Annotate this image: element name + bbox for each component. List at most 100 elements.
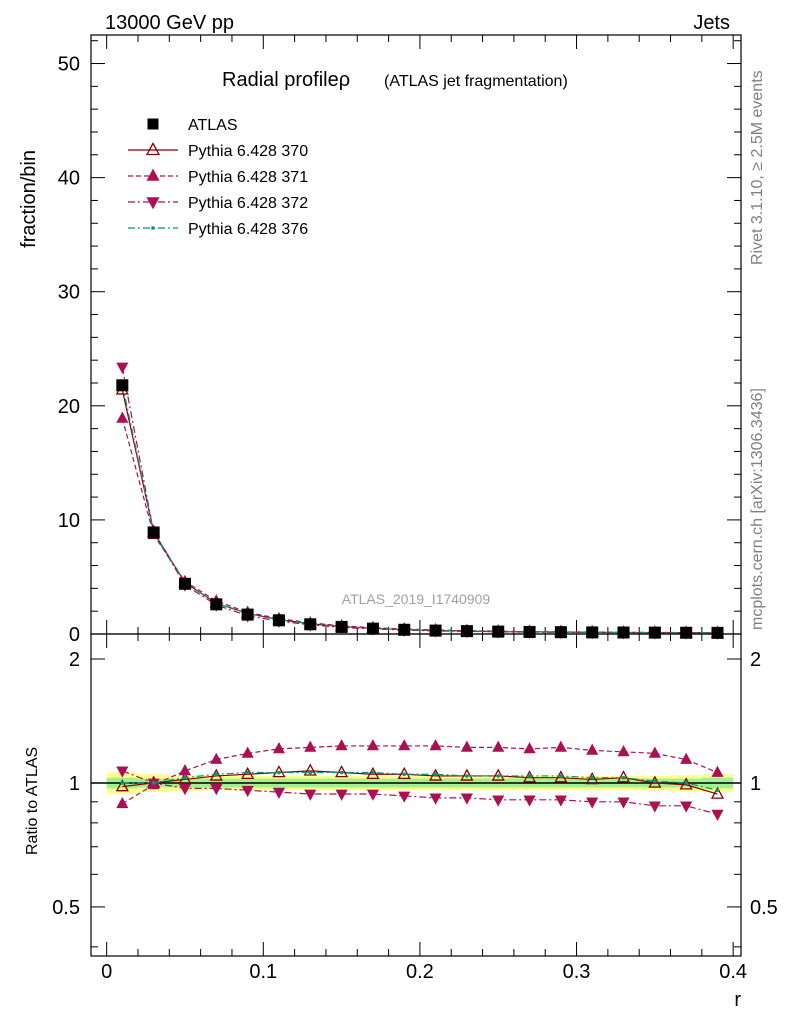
- legend-label-pythia-6-428-371: Pythia 6.428 371: [188, 169, 308, 186]
- ratio-point-pythia-6-428-371: [272, 742, 286, 754]
- main-point-pythia-6-428-371: [116, 411, 129, 423]
- ratio-point-pythia-6-428-371: [711, 765, 724, 777]
- ratio-point-pythia-6-428-376: [402, 772, 407, 777]
- ratio-point-pythia-6-428-376: [183, 775, 187, 780]
- analysis-watermark: ATLAS_2019_I1740909: [342, 591, 491, 607]
- legend-marker-pythia-6-428-372: [146, 197, 160, 210]
- ratio-point-pythia-6-428-371: [680, 752, 693, 764]
- ratio-point-pythia-6-428-370: [710, 786, 725, 799]
- ratio-point-pythia-6-428-376: [496, 774, 501, 778]
- ratio-point-pythia-6-428-376: [339, 770, 344, 775]
- ratio-point-pythia-6-428-372: [460, 793, 473, 805]
- ratio-point-pythia-6-428-376: [653, 779, 657, 783]
- header-energy: 13000 GeV pp: [105, 12, 234, 34]
- main-point-atlas: [210, 598, 223, 611]
- legend-label-pythia-6-428-372: Pythia 6.428 372: [188, 195, 308, 212]
- ratio-point-pythia-6-428-370: [397, 766, 411, 780]
- ratio-point-pythia-6-428-372: [272, 787, 286, 799]
- ratio-point-pythia-6-428-370: [648, 775, 662, 788]
- ratio-point-pythia-6-428-372: [116, 766, 129, 778]
- ratio-point-pythia-6-428-371: [241, 746, 254, 758]
- main-point-atlas: [711, 626, 724, 639]
- main-point-atlas: [241, 608, 254, 621]
- main-point-atlas: [523, 625, 536, 638]
- ratio-point-pythia-6-428-376: [527, 774, 532, 778]
- ratio-point-pythia-6-428-372: [335, 789, 348, 801]
- ratio-panel-frame: [90, 633, 742, 957]
- ratio-point-pythia-6-428-371: [586, 743, 599, 755]
- ratio-tick-label-right: 2: [750, 649, 761, 671]
- y-tick-label: 20: [58, 396, 80, 418]
- ratio-point-pythia-6-428-371: [116, 796, 129, 809]
- main-point-atlas: [460, 625, 473, 638]
- ratio-point-pythia-6-428-372: [304, 789, 317, 801]
- main-point-atlas: [335, 620, 348, 633]
- ratio-series-layer: [115, 739, 725, 821]
- y-axis-label: fraction/bin: [18, 150, 40, 248]
- ratio-tick-label: 2: [69, 649, 80, 671]
- rivet-version-label: Rivet 3.1.10, ≥ 2.5M events: [749, 70, 766, 265]
- main-point-atlas: [366, 622, 379, 635]
- ratio-point-pythia-6-428-370: [491, 768, 505, 781]
- ratio-point-pythia-6-428-370: [335, 765, 349, 778]
- x-tick-label: 0: [101, 961, 112, 983]
- ratio-point-pythia-6-428-372: [711, 809, 724, 821]
- y-tick-label: 30: [58, 282, 80, 304]
- main-point-atlas: [272, 614, 285, 627]
- ratio-point-pythia-6-428-371: [304, 740, 317, 752]
- legend-label-pythia-6-428-370: Pythia 6.428 370: [188, 143, 308, 160]
- x-axis-label: r: [734, 989, 741, 1011]
- ratio-line-pythia-6-428-372: [122, 770, 718, 815]
- ratio-point-pythia-6-428-370: [460, 768, 474, 781]
- ratio-point-pythia-6-428-372: [398, 791, 411, 803]
- ratio-point-pythia-6-428-370: [115, 779, 129, 792]
- ratio-point-pythia-6-428-372: [178, 784, 192, 796]
- x-tick-label: 0.2: [406, 961, 434, 983]
- chart-subtitle: (ATLAS jet fragmentation): [384, 73, 568, 90]
- ratio-point-pythia-6-428-371: [492, 740, 505, 752]
- ratio-point-pythia-6-428-376: [715, 788, 720, 793]
- ratio-point-pythia-6-428-376: [621, 775, 626, 780]
- ratio-point-pythia-6-428-376: [214, 772, 219, 777]
- ratio-tick-label: 1: [69, 773, 80, 795]
- ratio-point-pythia-6-428-372: [429, 793, 442, 805]
- ratio-point-pythia-6-428-372: [492, 795, 505, 807]
- legend-label-atlas: ATLAS: [188, 117, 238, 134]
- ratio-point-pythia-6-428-371: [335, 739, 348, 751]
- ratio-point-pythia-6-428-370: [554, 770, 568, 783]
- legend-marker-atlas: [147, 118, 159, 130]
- main-point-atlas: [680, 626, 693, 639]
- mcplots-label: mcplots.cern.ch [arXiv:1306.3436]: [749, 388, 766, 630]
- ratio-point-pythia-6-428-370: [522, 770, 537, 783]
- main-point-atlas: [304, 618, 317, 631]
- ratio-point-pythia-6-428-376: [465, 774, 469, 778]
- chart-title: Radial profileρ: [222, 69, 350, 91]
- ratio-point-pythia-6-428-371: [210, 752, 223, 764]
- main-point-atlas: [554, 626, 567, 639]
- ratio-point-pythia-6-428-376: [277, 770, 281, 775]
- ratio-tick-label: 0.5: [52, 897, 80, 919]
- ratio-point-pythia-6-428-376: [120, 781, 125, 785]
- ratio-point-pythia-6-428-372: [366, 789, 379, 801]
- header-process: Jets: [693, 12, 730, 34]
- ratio-point-pythia-6-428-371: [429, 739, 442, 751]
- legend-marker-pythia-6-428-376: [151, 226, 155, 230]
- main-point-atlas: [147, 526, 160, 539]
- y-tick-label: 0: [69, 624, 80, 646]
- legend-marker-pythia-6-428-370: [145, 142, 161, 156]
- ratio-line-pythia-6-428-376: [122, 771, 718, 791]
- x-tick-label: 0.3: [563, 961, 591, 983]
- axis-ticks: 0 0.1 0.2 0.3 0.4 0 10 20 30 40 50 0.5 0.5 1 1 2 2: [52, 35, 778, 983]
- ratio-point-pythia-6-428-371: [178, 764, 192, 776]
- main-point-atlas: [648, 626, 661, 639]
- x-tick-label: 0.1: [249, 961, 277, 983]
- ratio-point-pythia-6-428-371: [460, 740, 473, 752]
- ratio-point-pythia-6-428-371: [366, 739, 379, 751]
- ratio-line-pythia-6-428-371: [122, 745, 718, 805]
- ratio-point-pythia-6-428-376: [308, 770, 313, 775]
- ratio-point-pythia-6-428-372: [680, 801, 693, 813]
- legend-label-pythia-6-428-376: Pythia 6.428 376: [188, 221, 308, 238]
- ratio-y-axis-label: Ratio to ATLAS: [24, 747, 41, 855]
- main-line-pythia-6-428-376: [121, 384, 718, 634]
- y-tick-label: 50: [58, 54, 80, 76]
